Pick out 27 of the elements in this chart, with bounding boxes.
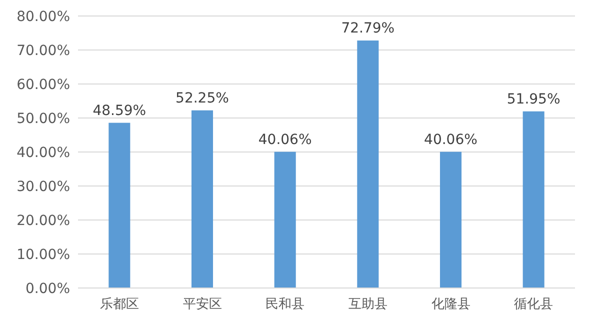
bar bbox=[108, 122, 130, 288]
x-tick-label: 化隆县 bbox=[431, 297, 470, 312]
y-tick-label: 80.00% bbox=[16, 9, 70, 25]
data-label: 52.25% bbox=[176, 90, 229, 106]
x-tick-label: 乐都区 bbox=[100, 297, 139, 312]
bar bbox=[522, 111, 544, 288]
y-tick-label: 20.00% bbox=[16, 213, 70, 229]
bar bbox=[191, 110, 214, 288]
y-tick-label: 10.00% bbox=[16, 247, 70, 263]
x-tick-label: 互助县 bbox=[348, 297, 388, 312]
bar bbox=[440, 152, 462, 288]
data-label: 40.06% bbox=[258, 132, 312, 148]
y-tick-label: 0.00% bbox=[26, 281, 70, 297]
data-label: 72.79% bbox=[341, 20, 395, 37]
bar bbox=[357, 40, 379, 288]
data-label: 51.95% bbox=[506, 91, 560, 108]
y-tick-label: 60.00% bbox=[16, 77, 70, 93]
y-tick-label: 70.00% bbox=[16, 43, 70, 59]
y-tick-label: 40.00% bbox=[16, 145, 70, 161]
y-tick-label: 30.00% bbox=[16, 179, 70, 195]
y-tick-label: 50.00% bbox=[16, 111, 70, 127]
x-tick-label: 平安区 bbox=[182, 296, 222, 312]
x-tick-label: 循化县 bbox=[514, 297, 554, 312]
data-label: 40.06% bbox=[424, 132, 478, 148]
x-tick-label: 民和县 bbox=[266, 297, 305, 312]
data-label: 48.59% bbox=[92, 102, 146, 119]
bar bbox=[274, 152, 296, 288]
